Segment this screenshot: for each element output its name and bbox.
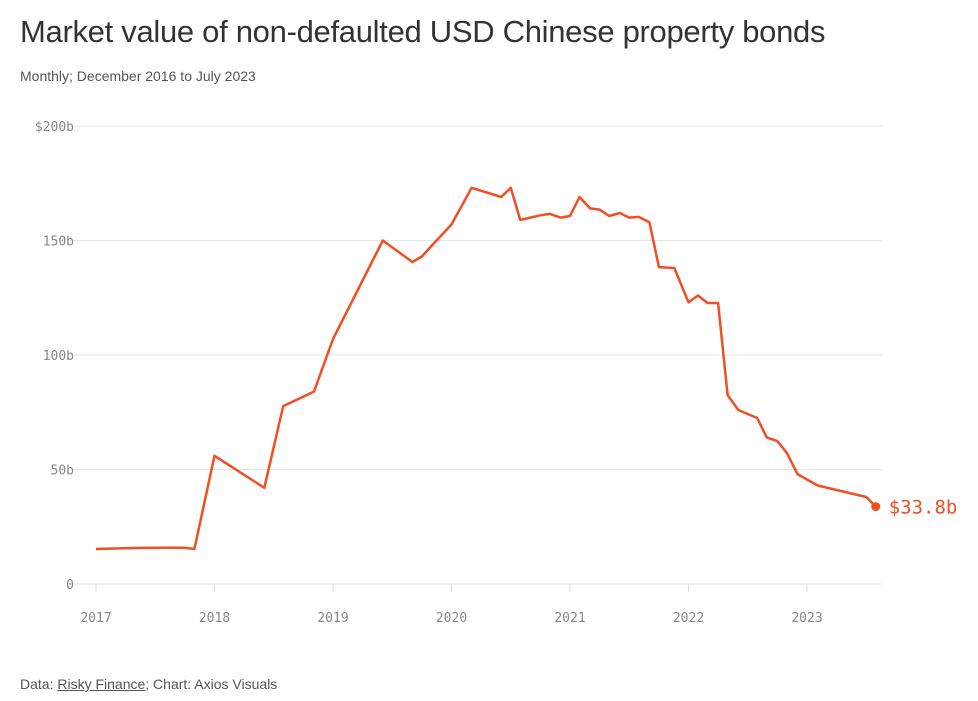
x-tick-label: 2017 bbox=[80, 611, 111, 626]
footer-data-prefix: Data: bbox=[20, 676, 58, 692]
chart-title: Market value of non-defaulted USD Chines… bbox=[20, 14, 826, 49]
x-tick-label: 2019 bbox=[317, 611, 348, 626]
x-tick-label: 2020 bbox=[436, 611, 467, 626]
chart-footer: Data: Risky Finance; Chart: Axios Visual… bbox=[20, 676, 277, 692]
x-tick-label: 2018 bbox=[199, 611, 230, 626]
x-tick-label: 2022 bbox=[673, 611, 704, 626]
chart-subtitle: Monthly; December 2016 to July 2023 bbox=[20, 68, 256, 84]
x-tick-label: 2021 bbox=[554, 611, 585, 626]
series-line bbox=[95, 186, 877, 551]
y-tick-label: 100b bbox=[43, 349, 74, 364]
chart-credit: ; Chart: Axios Visuals bbox=[145, 676, 278, 692]
y-tick-label: 150b bbox=[43, 235, 74, 250]
y-tick-label: 50b bbox=[51, 464, 75, 479]
x-tick-label: 2023 bbox=[791, 611, 822, 626]
source-link[interactable]: Risky Finance bbox=[57, 676, 146, 692]
end-value-label: $33.8b bbox=[889, 497, 958, 519]
y-tick-label: $200b bbox=[35, 120, 74, 135]
end-point-marker bbox=[871, 502, 881, 512]
y-tick-label: 0 bbox=[66, 578, 74, 593]
